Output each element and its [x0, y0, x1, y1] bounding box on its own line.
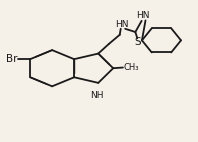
Text: HN: HN [115, 19, 129, 29]
Text: CH₃: CH₃ [124, 63, 139, 72]
Text: NH: NH [90, 90, 104, 100]
Text: HN: HN [136, 11, 150, 20]
Text: S: S [134, 37, 141, 47]
Text: Br: Br [6, 54, 17, 64]
